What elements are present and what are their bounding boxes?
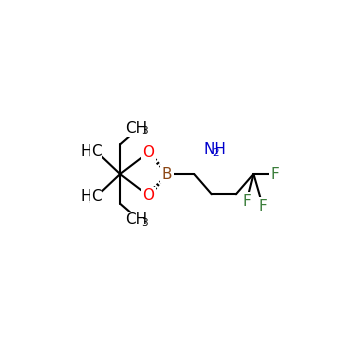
Text: F: F (242, 194, 251, 209)
Text: 3: 3 (89, 149, 95, 159)
Text: F: F (271, 167, 279, 182)
Text: 2: 2 (212, 148, 219, 158)
Text: 3: 3 (89, 195, 95, 205)
Text: CH: CH (125, 121, 147, 136)
Text: H: H (80, 189, 92, 204)
Text: C: C (91, 189, 102, 204)
Text: NH: NH (204, 142, 226, 157)
Text: 3: 3 (141, 218, 148, 228)
Text: B: B (162, 167, 173, 182)
Text: H: H (80, 144, 92, 159)
Text: C: C (91, 144, 102, 159)
Text: O: O (142, 188, 154, 203)
Text: CH: CH (125, 212, 147, 228)
Text: F: F (259, 199, 267, 214)
Text: O: O (142, 145, 154, 160)
Text: 3: 3 (141, 126, 148, 136)
